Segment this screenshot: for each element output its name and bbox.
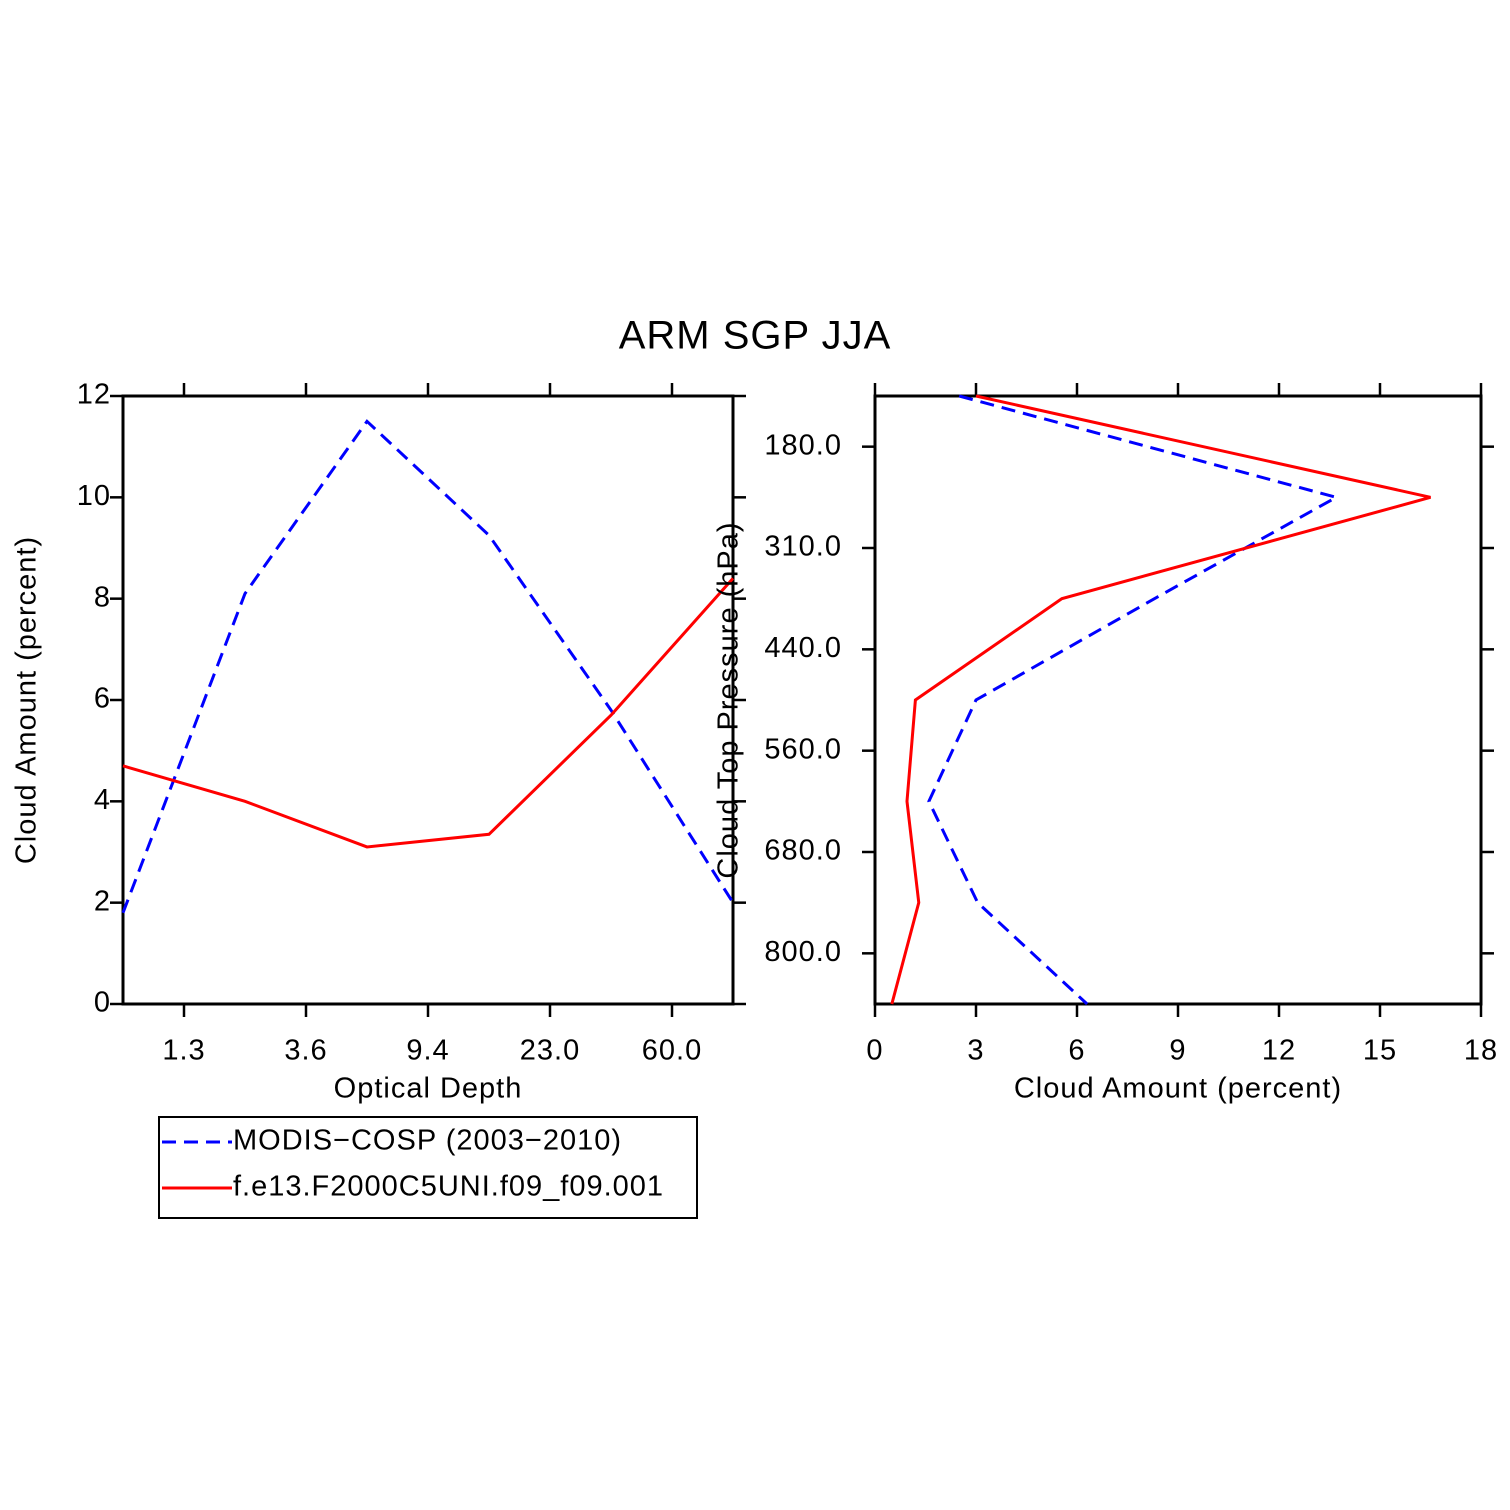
x-tick-label: 3 (967, 1035, 984, 1067)
x-tick-label: 1.3 (162, 1035, 205, 1067)
data-line (121, 419, 735, 914)
y-tick-label: 4 (94, 784, 111, 816)
x-tick-label: 0 (866, 1035, 883, 1067)
y-tick-label: 680.0 (764, 835, 842, 867)
y-tick-label: 560.0 (764, 733, 842, 765)
data-line (122, 577, 735, 849)
y-tick-label: 2 (94, 885, 111, 917)
data-line (890, 394, 1431, 1005)
x-tick-label: 23.0 (520, 1035, 580, 1067)
legend-label: f.e13.F2000C5UNI.f09_f09.001 (233, 1171, 664, 1203)
legend-box (158, 1116, 698, 1219)
x-tick-label: 18 (1464, 1035, 1498, 1067)
legend-label: MODIS−COSP (2003−2010) (233, 1125, 622, 1157)
x-tick-label: 12 (1262, 1035, 1296, 1067)
y-axis-label: Cloud Top Pressure (hPa) (713, 521, 745, 878)
y-tick-label: 310.0 (764, 531, 842, 563)
y-tick-label: 10 (77, 480, 111, 512)
y-tick-label: 440.0 (764, 632, 842, 664)
data-line (927, 394, 1341, 1006)
x-tick-label: 3.6 (284, 1035, 327, 1067)
y-tick-label: 6 (94, 683, 111, 715)
x-tick-label: 9 (1169, 1035, 1186, 1067)
x-axis-label: Cloud Amount (percent) (1014, 1073, 1342, 1105)
x-axis-label: Optical Depth (334, 1073, 523, 1105)
x-tick-label: 9.4 (406, 1035, 449, 1067)
x-tick-label: 15 (1363, 1035, 1397, 1067)
x-tick-label: 60.0 (642, 1035, 702, 1067)
y-tick-label: 0 (94, 987, 111, 1019)
y-axis-label: Cloud Amount (percent) (11, 536, 43, 864)
y-tick-label: 800.0 (764, 936, 842, 968)
y-tick-label: 8 (94, 581, 111, 613)
x-tick-label: 6 (1068, 1035, 1085, 1067)
y-tick-label: 12 (77, 379, 111, 411)
figure-title: ARM SGP JJA (619, 314, 892, 358)
y-tick-label: 180.0 (764, 429, 842, 461)
